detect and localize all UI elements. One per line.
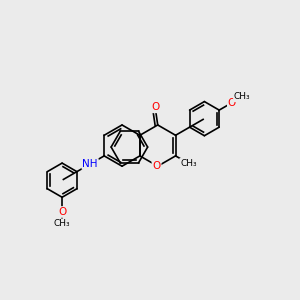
Text: CH₃: CH₃	[54, 219, 70, 228]
Text: CH₃: CH₃	[180, 159, 196, 168]
Text: O: O	[151, 102, 160, 112]
Text: NH: NH	[82, 159, 98, 169]
Text: O: O	[58, 207, 66, 217]
Text: CH₃: CH₃	[234, 92, 250, 101]
Text: O: O	[228, 98, 236, 108]
Text: O: O	[152, 161, 161, 171]
